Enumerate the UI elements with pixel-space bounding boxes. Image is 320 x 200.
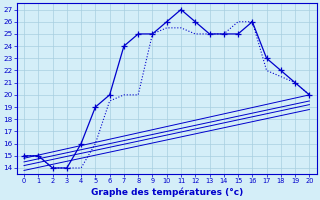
- X-axis label: Graphe des températures (°c): Graphe des températures (°c): [91, 187, 243, 197]
